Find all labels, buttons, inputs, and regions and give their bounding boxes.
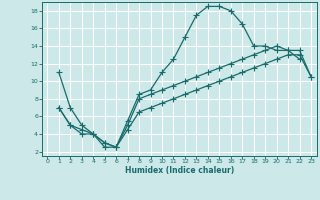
X-axis label: Humidex (Indice chaleur): Humidex (Indice chaleur) xyxy=(124,166,234,175)
